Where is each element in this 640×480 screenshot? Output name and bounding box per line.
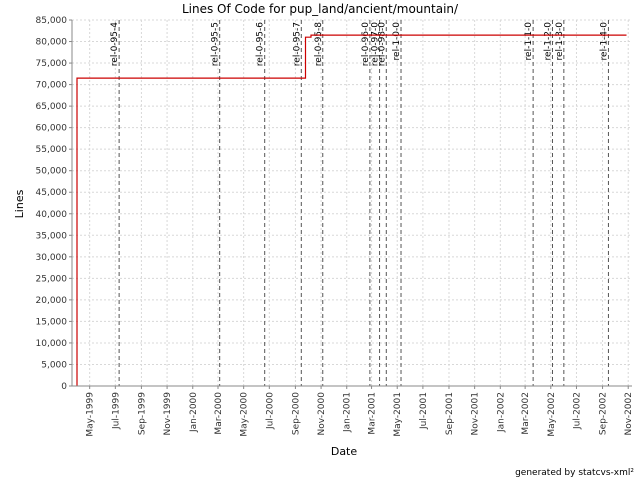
x-tick-label: May-2000 <box>240 392 250 437</box>
x-tick-label: Mar-2001 <box>368 392 378 435</box>
x-tick-label: Jul-2001 <box>419 392 429 430</box>
series-lines <box>76 34 627 386</box>
x-tick-label: Sep-2001 <box>445 392 455 435</box>
footer-generated-by: generated by statcvs-xml² <box>515 468 634 478</box>
y-tick-label: 25,000 <box>36 274 68 284</box>
x-tick-label: Jan-2001 <box>343 392 353 433</box>
x-tick-label: Jul-1999 <box>111 392 121 430</box>
x-tick-label: Jan-2000 <box>189 392 199 433</box>
y-tick-label: 20,000 <box>36 296 68 306</box>
release-marker-label: rel-1-3-0 <box>555 22 565 61</box>
y-tick-label: 30,000 <box>36 253 68 263</box>
x-tick-label: Mar-2000 <box>214 392 224 435</box>
y-tick-label: 45,000 <box>36 188 68 198</box>
release-marker-label: rel-0-97-0 <box>371 22 381 66</box>
x-tick-label: Sep-1999 <box>137 392 147 435</box>
y-tick-label: 55,000 <box>36 145 68 155</box>
y-tick-label: 65,000 <box>36 102 68 112</box>
release-marker-label: rel-0-96-0 <box>361 22 371 66</box>
release-markers: rel-0-95-4 rel-0-95-5 rel-0-95-6 rel-0-95-7… <box>110 20 609 386</box>
release-marker-label: rel-0-95-7 <box>292 22 302 66</box>
y-tick-label: 40,000 <box>36 210 68 220</box>
release-marker-label: rel-0-95-5 <box>211 22 221 66</box>
x-tick-label: Mar-2002 <box>521 392 531 435</box>
y-tick-label: 0 <box>61 382 67 392</box>
chart-title: Lines Of Code for pup_land/ancient/mount… <box>182 2 459 16</box>
release-marker-label: rel-1-0-0 <box>392 22 402 61</box>
y-axis-label: Lines <box>13 189 26 218</box>
y-tick-label: 5,000 <box>41 360 67 370</box>
release-marker-label: rel-0-95-6 <box>256 22 266 66</box>
x-tick-label: May-2002 <box>547 392 557 437</box>
y-tick-label: 75,000 <box>36 59 68 69</box>
y-tick-label: 10,000 <box>36 339 68 349</box>
x-tick-label: Sep-2002 <box>599 392 609 435</box>
y-tick-label: 70,000 <box>36 81 68 91</box>
x-axis-ticks: May-1999 Jul-1999 Sep-1999 Nov-1999 Jan-2000… <box>86 386 634 437</box>
x-tick-label: May-1999 <box>86 392 96 437</box>
y-tick-label: 85,000 <box>36 16 68 26</box>
release-marker-label: rel-1-1-0 <box>524 22 534 61</box>
y-tick-label: 35,000 <box>36 231 68 241</box>
release-marker-label: rel-0-95-8 <box>314 22 324 66</box>
grid-lines <box>72 19 632 386</box>
release-marker-label: rel-1-2-0 <box>543 22 553 61</box>
x-axis-label: Date <box>331 445 358 458</box>
release-marker-label: rel-1-4-0 <box>599 22 609 61</box>
y-tick-label: 80,000 <box>36 38 68 48</box>
x-tick-label: Jul-2002 <box>572 392 582 430</box>
x-tick-label: Jul-2000 <box>265 392 275 430</box>
x-tick-label: May-2001 <box>393 392 403 437</box>
y-tick-label: 50,000 <box>36 167 68 177</box>
x-tick-label: Nov-1999 <box>163 392 173 436</box>
series-line <box>76 34 627 386</box>
release-marker-label: rel-0-98-0 <box>377 22 387 66</box>
x-tick-label: Nov-2000 <box>317 392 327 436</box>
y-tick-label: 60,000 <box>36 124 68 134</box>
axes <box>71 20 632 387</box>
y-axis-ticks: 0 5,000 10,000 15,000 20,000 25,000 30,000 35,0… <box>36 16 72 392</box>
x-tick-label: Nov-2001 <box>471 392 481 435</box>
release-marker-label: rel-0-95-4 <box>110 22 120 66</box>
y-tick-label: 15,000 <box>36 317 68 327</box>
x-tick-label: Nov-2002 <box>624 392 634 435</box>
x-tick-label: Sep-2000 <box>291 392 301 435</box>
plot-area <box>72 20 632 386</box>
x-tick-label: Jan-2002 <box>496 392 506 433</box>
